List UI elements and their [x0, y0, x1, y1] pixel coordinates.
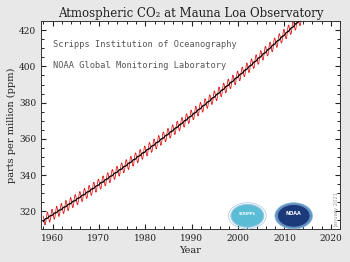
Circle shape: [277, 204, 310, 227]
Circle shape: [231, 204, 264, 227]
Text: January 2021: January 2021: [335, 192, 339, 227]
Text: NOAA: NOAA: [286, 211, 302, 216]
Text: Scripps Institution of Oceanography: Scripps Institution of Oceanography: [53, 40, 237, 49]
Circle shape: [275, 203, 313, 229]
Text: SCRIPPS: SCRIPPS: [239, 212, 256, 216]
X-axis label: Year: Year: [180, 246, 202, 255]
Text: NOAA Global Monitoring Laboratory: NOAA Global Monitoring Laboratory: [53, 61, 226, 70]
Y-axis label: parts per million (ppm): parts per million (ppm): [7, 68, 16, 183]
Title: Atmospheric CO₂ at Mauna Loa Observatory: Atmospheric CO₂ at Mauna Loa Observatory: [58, 7, 323, 20]
